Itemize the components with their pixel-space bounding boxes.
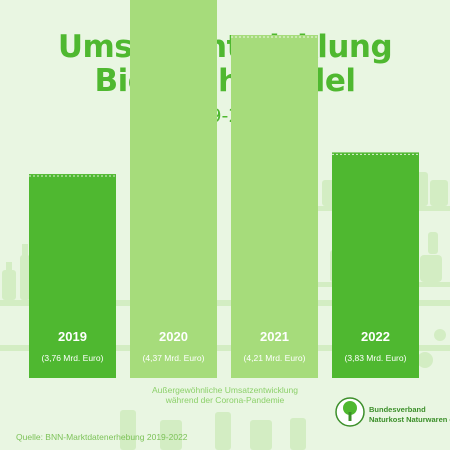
bottle-icon xyxy=(290,418,306,450)
bar-label-year: 2019 xyxy=(58,329,87,344)
bar-label-value: (3,83 Mrd. Euro) xyxy=(345,353,407,363)
bottle-icon xyxy=(428,232,438,254)
jar-icon xyxy=(160,420,182,450)
bottle-icon xyxy=(6,262,12,272)
spoon-icon xyxy=(434,329,446,341)
bar-label-value: (3,76 Mrd. Euro) xyxy=(42,353,104,363)
bar-label-value: (4,21 Mrd. Euro) xyxy=(244,353,306,363)
bar-2021 xyxy=(231,35,318,378)
jar-icon xyxy=(430,180,448,206)
bar-label-year: 2021 xyxy=(260,329,289,344)
bottle-icon xyxy=(120,410,136,450)
logo-text-line-2: Naturkost Naturwaren e.V. xyxy=(369,415,450,424)
jar-icon xyxy=(250,420,272,450)
bar-2020 xyxy=(130,0,217,378)
spoon-icon xyxy=(417,352,433,368)
bar-label-year: 2022 xyxy=(361,329,390,344)
bar-label-year: 2020 xyxy=(159,329,188,344)
bottle-icon xyxy=(22,244,28,256)
footnote-line-2: während der Corona-Pandemie xyxy=(165,395,285,405)
bottle-icon xyxy=(20,255,30,300)
bar-2019 xyxy=(29,174,116,378)
bar-label-value: (4,37 Mrd. Euro) xyxy=(143,353,205,363)
bottle-icon xyxy=(215,412,231,450)
shelf xyxy=(0,300,450,306)
tree-icon xyxy=(335,397,365,427)
bar-2022 xyxy=(332,152,419,378)
jar-icon xyxy=(420,255,442,282)
logo-text-line-1: Bundesverband xyxy=(369,405,426,414)
chart-title-line-1: Umsatzentwicklung xyxy=(57,29,393,65)
bottle-icon xyxy=(2,270,16,300)
footnote-line-1: Außergewöhnliche Umsatzentwicklung xyxy=(152,385,298,395)
bnn-logo: Bundesverband Naturkost Naturwaren e.V. xyxy=(335,395,450,435)
shelf xyxy=(0,345,450,351)
source-note: Quelle: BNN-Marktdatenerhebung 2019-2022 xyxy=(16,432,188,442)
